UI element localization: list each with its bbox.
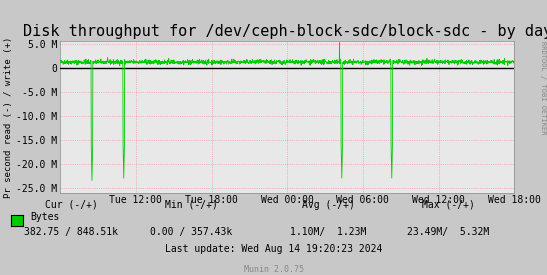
Text: 382.75 / 848.51k: 382.75 / 848.51k bbox=[24, 227, 118, 237]
Text: Max (-/+): Max (-/+) bbox=[422, 200, 475, 210]
Text: Last update: Wed Aug 14 19:20:23 2024: Last update: Wed Aug 14 19:20:23 2024 bbox=[165, 244, 382, 254]
Text: RRDTOOL / TOBI OETIKER: RRDTOOL / TOBI OETIKER bbox=[540, 41, 546, 135]
Text: 23.49M/  5.32M: 23.49M/ 5.32M bbox=[408, 227, 490, 237]
Title: Disk throughput for /dev/ceph-block-sdc/block-sdc - by day: Disk throughput for /dev/ceph-block-sdc/… bbox=[22, 24, 547, 39]
Text: Min (-/+): Min (-/+) bbox=[165, 200, 218, 210]
Text: 1.10M/  1.23M: 1.10M/ 1.23M bbox=[290, 227, 366, 237]
Text: Avg (-/+): Avg (-/+) bbox=[302, 200, 354, 210]
Text: Cur (-/+): Cur (-/+) bbox=[45, 200, 97, 210]
Text: 0.00 / 357.43k: 0.00 / 357.43k bbox=[150, 227, 232, 237]
Text: Munin 2.0.75: Munin 2.0.75 bbox=[243, 265, 304, 274]
Text: Bytes: Bytes bbox=[30, 212, 60, 222]
Y-axis label: Pr second read (-) / write (+): Pr second read (-) / write (+) bbox=[4, 36, 14, 197]
